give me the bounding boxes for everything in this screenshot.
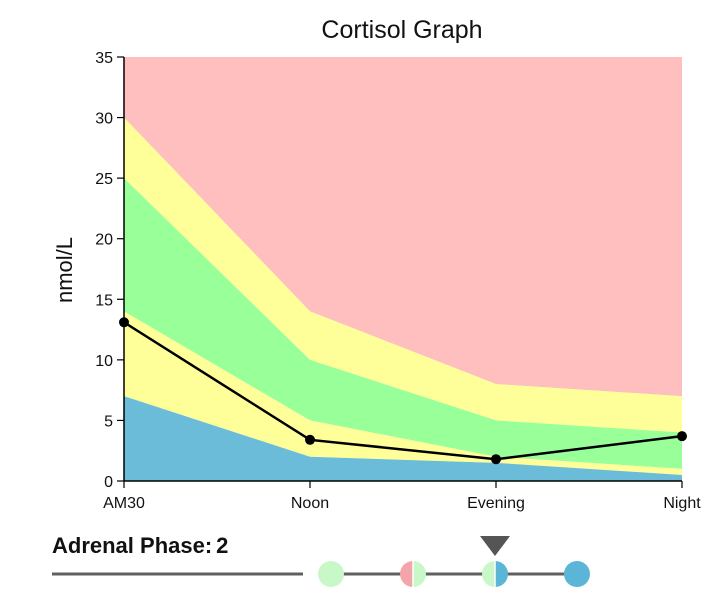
range-band-1 (124, 117, 682, 433)
x-tick-label: AM30 (103, 495, 145, 512)
axes: 0 5 10 15 20 25 30 35 AM30 Noon Evening Night (95, 50, 701, 512)
phase-indicator-3 (482, 561, 508, 587)
y-tick-label: 30 (95, 111, 113, 128)
x-tick-label: Evening (467, 495, 525, 512)
y-tick-label: 0 (104, 474, 113, 491)
data-point (305, 434, 315, 445)
adrenal-phase-label: Adrenal Phase: (52, 533, 213, 558)
range-bands (124, 57, 682, 481)
range-band-4 (124, 396, 682, 481)
range-band-2 (124, 178, 682, 469)
phase-indicator-right (495, 561, 508, 587)
phase-indicator-left (564, 561, 577, 587)
adrenal-phase: Adrenal Phase: 2 (52, 533, 228, 559)
y-tick-label: 15 (95, 292, 113, 309)
phase-indicator-1 (318, 561, 344, 587)
x-tick-label: Noon (291, 495, 329, 512)
y-tick-label: 20 (95, 232, 113, 249)
y-axis-label: nmol/L (52, 237, 77, 303)
phase-indicator-right (413, 561, 426, 587)
series-line (123, 321, 683, 461)
phase-indicator-right (331, 561, 344, 587)
y-tick-label: 10 (95, 353, 113, 370)
phase-indicator-4 (564, 561, 590, 587)
data-point (491, 454, 501, 465)
y-tick-label: 35 (95, 50, 113, 67)
adrenal-phase-value: 2 (216, 533, 229, 558)
phase-indicator-left (318, 561, 331, 587)
y-tick-label: 5 (104, 413, 113, 430)
phase-marker-icon (480, 536, 510, 556)
phase-indicator-2 (400, 561, 426, 587)
phase-indicator-track (52, 536, 590, 587)
y-tick-label: 25 (95, 171, 113, 188)
chart-title: Cortisol Graph (321, 16, 482, 44)
cortisol-series (119, 317, 687, 465)
phase-indicator-right (577, 561, 590, 587)
phase-indicator-left (482, 561, 495, 587)
data-point (119, 317, 129, 328)
range-band-3 (124, 311, 682, 475)
range-band-0 (124, 57, 682, 397)
data-point (677, 431, 687, 442)
x-tick-label: Night (663, 495, 701, 512)
phase-indicator-left (400, 561, 413, 587)
